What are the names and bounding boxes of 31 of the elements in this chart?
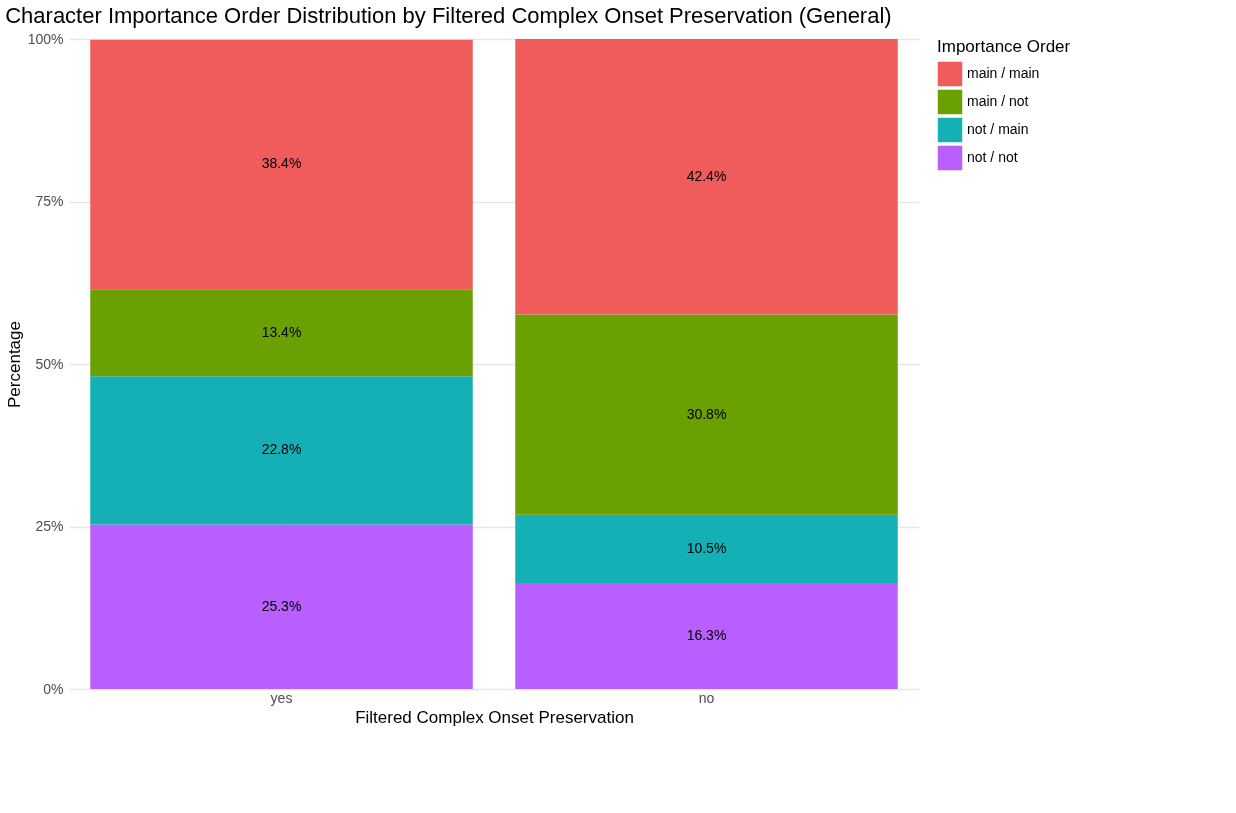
data-label: 22.8% [261, 441, 302, 458]
x-tick-label: no [698, 689, 715, 706]
bar [515, 583, 898, 689]
legend-title: Importance Order [937, 37, 1071, 56]
data-label: 42.4% [686, 167, 727, 184]
y-axis-title: Percentage [4, 321, 24, 408]
y-tick-label: 75% [35, 193, 64, 209]
x-tick-label: yes [270, 689, 293, 706]
y-tick-label: 25% [35, 518, 64, 534]
data-label: 38.4% [261, 155, 302, 172]
chart-title: Character Importance Order Distribution by Filtered Complex Onset Preservation (General) [5, 3, 892, 28]
x-axis-title: Filtered Complex Onset Preservation [355, 707, 634, 727]
bar [515, 314, 898, 515]
legend-label: main / main [967, 65, 1040, 81]
bar [90, 524, 473, 689]
bar [90, 376, 473, 525]
legend-label: not / not [967, 149, 1018, 165]
data-label: 30.8% [686, 405, 727, 422]
data-label: 25.3% [261, 597, 302, 614]
bar [515, 514, 898, 584]
bar [90, 289, 473, 377]
data-label: 16.3% [686, 627, 727, 644]
legend-label: not / main [967, 121, 1029, 137]
y-tick-label: 100% [27, 30, 64, 47]
y-tick-label: 0% [43, 680, 64, 697]
bar [515, 39, 898, 315]
y-tick-label: 50% [35, 355, 64, 372]
legend-label: main / not [967, 93, 1029, 109]
bar [90, 39, 473, 290]
data-label: 13.4% [261, 323, 302, 340]
data-label: 10.5% [686, 539, 727, 556]
